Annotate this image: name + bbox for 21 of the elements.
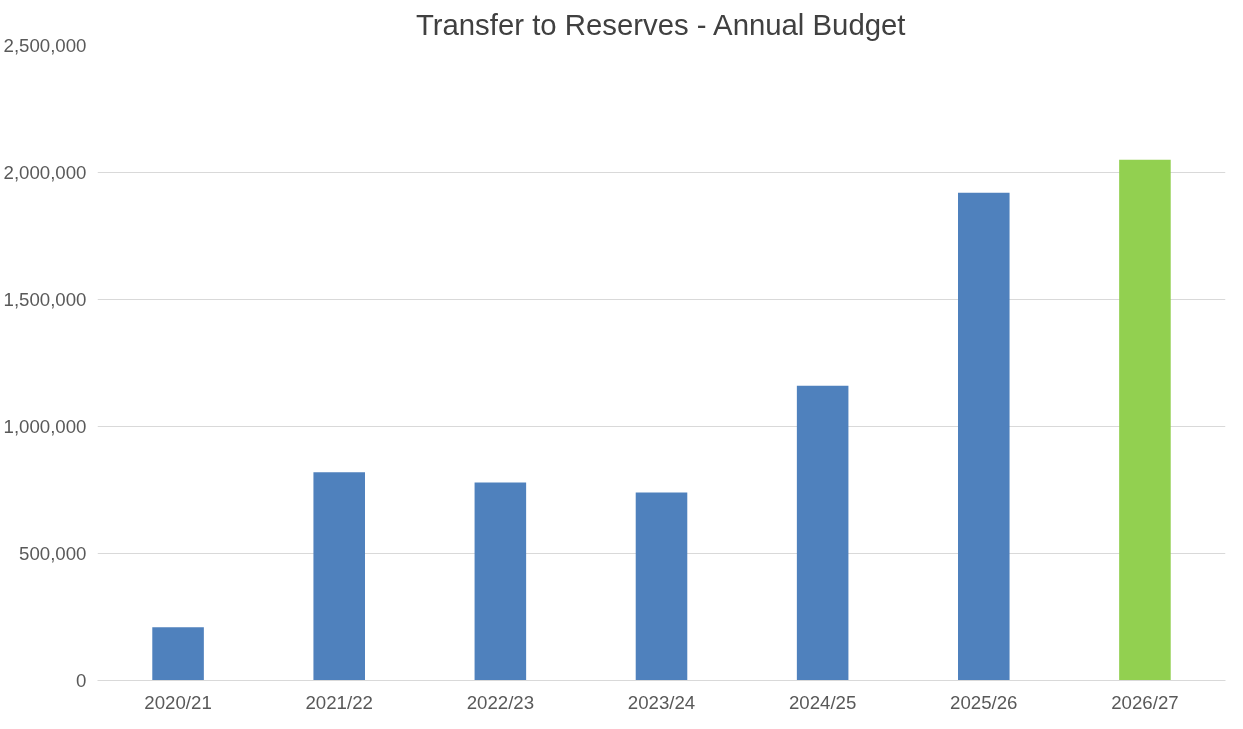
x-tick-label: 2026/27 [1111, 691, 1179, 713]
bar [958, 192, 1010, 681]
y-tick-label: 0 [76, 670, 87, 691]
chart-title: Transfer to Reserves - Annual Budget [415, 7, 906, 41]
x-tick-label: 2024/25 [788, 691, 857, 713]
y-tick-label: 2,000,000 [3, 162, 87, 183]
bar [474, 482, 527, 681]
bar [635, 492, 688, 681]
y-tick-label: 2,500,000 [3, 35, 87, 56]
bar [796, 385, 849, 681]
y-tick-label: 500,000 [19, 543, 87, 564]
x-tick-label: 2025/26 [950, 691, 1018, 713]
x-tick-label: 2020/21 [144, 691, 212, 713]
y-tick-label: 1,500,000 [3, 289, 87, 310]
x-tick-label: 2023/24 [627, 691, 696, 713]
bar [152, 627, 204, 681]
y-tick-label: 1,000,000 [3, 416, 87, 437]
bar [1119, 159, 1171, 681]
x-tick-label: 2021/22 [305, 691, 373, 713]
x-tick-label: 2022/23 [466, 691, 535, 713]
bar [313, 472, 365, 681]
